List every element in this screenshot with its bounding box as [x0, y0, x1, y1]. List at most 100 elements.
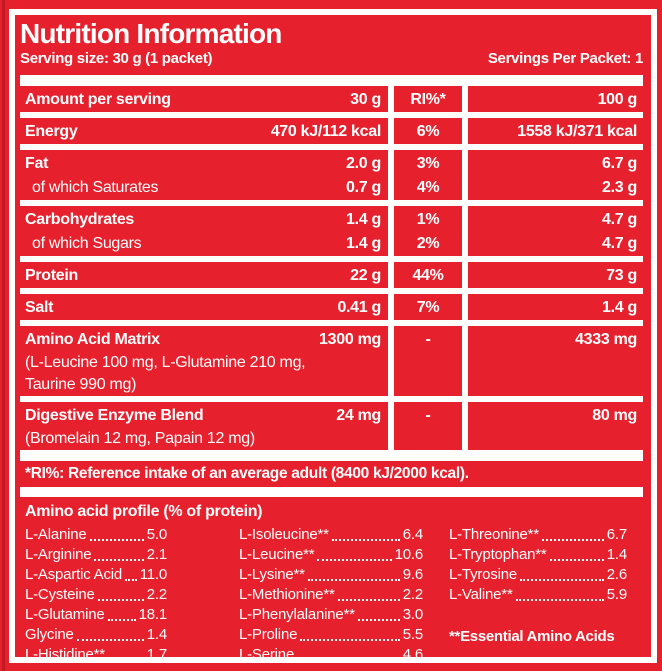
row-100g-value: 2.3 g: [602, 179, 637, 196]
row-ri-empty: [388, 428, 468, 450]
dot-leader: [297, 659, 400, 661]
dot-leader: [541, 539, 604, 541]
amino-item: L-Aspartic Acid 11.0: [25, 566, 167, 583]
amino-profile-title: Amino acid profile (% of protein): [25, 503, 263, 520]
essential-amino-acids-note: **Essential Amino Acids: [449, 628, 615, 645]
table-row-enzyme-blend-note: (Bromelain 12 mg, Papain 12 mg): [20, 428, 643, 450]
table-group-fat: Fat 2.0 g 3% 6.7 g of which Saturates 0.…: [20, 144, 643, 200]
amino-item: L-Tyrosine 2.6: [449, 566, 627, 583]
amino-column-2: L-Isoleucine** 6.4 L-Leucine** 10.6 L-Lysi…: [239, 525, 423, 665]
row-100g-empty: [468, 352, 643, 374]
row-100g-value: 4.7 g: [602, 211, 637, 228]
page-title: Nutrition Information: [20, 18, 282, 49]
table-row-salt: Salt 0.41 g 7% 1.4 g: [20, 294, 643, 320]
table-header-group: Amount per serving 30 g RI%* 100 g: [20, 86, 643, 112]
amino-item: L-Phenylalanine** 3.0: [239, 606, 423, 623]
amino-item: L-Glutamine 18.1: [25, 606, 167, 623]
amino-item: L-Tryptophan** 1.4: [449, 546, 627, 563]
row-serving-value: 1300 mg: [319, 331, 381, 348]
serving-info-row: Serving size: 30 g (1 packet) Servings P…: [20, 50, 643, 68]
dot-leader: [107, 619, 136, 621]
divider-bar-below-footnote: [20, 487, 643, 497]
dot-leader: [107, 659, 144, 661]
table-row-enzyme-blend: Digestive Enzyme Blend 24 mg - 80 mg: [20, 402, 643, 428]
table-row-energy: Energy 470 kJ/112 kcal 6% 1558 kJ/371 kc…: [20, 118, 643, 144]
table-group-enzyme-blend: Digestive Enzyme Blend 24 mg - 80 mg (Br…: [20, 396, 643, 450]
amino-column-3: L-Threonine** 6.7 L-Tryptophan** 1.4 L-Tyr…: [449, 525, 627, 665]
divider-bar-top: [20, 75, 643, 86]
divider-bar-above-footnote: [20, 450, 643, 461]
table-row-amino-matrix: Amino Acid Matrix 1300 mg - 4333 mg: [20, 326, 643, 352]
table-row-sugars: of which Sugars 1.4 g 2% 4.7 g: [20, 232, 643, 256]
amino-item: L-Cysteine 2.2: [25, 586, 167, 603]
table-row-protein: Protein 22 g 44% 73 g: [20, 262, 643, 288]
row-label: Fat: [25, 155, 49, 172]
table-group-energy: Energy 470 kJ/112 kcal 6% 1558 kJ/371 kc…: [20, 112, 643, 144]
dot-leader: [515, 599, 604, 601]
table-row-amino-matrix-note1: (L-Leucine 100 mg, L-Glutamine 210 mg,: [20, 352, 643, 374]
row-ri-value: 7%: [388, 294, 468, 320]
row-ri-value: 44%: [388, 262, 468, 288]
dot-leader: [89, 539, 144, 541]
row-ri-empty: [388, 374, 468, 396]
amino-item: L-Leucine** 10.6: [239, 546, 423, 563]
row-ri-value: 6%: [388, 118, 468, 144]
row-ri-value: 4%: [388, 176, 468, 200]
row-100g-empty: [468, 428, 643, 450]
row-100g-value: 4333 mg: [575, 331, 637, 348]
dot-leader: [76, 639, 144, 641]
table-row-amino-matrix-note2: Taurine 990 mg): [20, 374, 643, 396]
row-ri-value: 3%: [388, 150, 468, 176]
dot-leader: [94, 559, 144, 561]
table-row-carbohydrates: Carbohydrates 1.4 g 1% 4.7 g: [20, 206, 643, 232]
table-group-carbohydrates: Carbohydrates 1.4 g 1% 4.7 g of which Su…: [20, 200, 643, 256]
amino-item: L-Isoleucine** 6.4: [239, 526, 423, 543]
row-serving-value: 0.7 g: [346, 179, 381, 196]
amino-item: L-Histidine** 1.7: [25, 646, 167, 663]
row-label: Carbohydrates: [25, 211, 135, 228]
table-row-fat: Fat 2.0 g 3% 6.7 g: [20, 150, 643, 176]
dot-leader: [337, 599, 400, 601]
table-group-salt: Salt 0.41 g 7% 1.4 g: [20, 288, 643, 320]
row-serving-value: 470 kJ/112 kcal: [270, 123, 382, 140]
ri-footnote: *RI%: Reference intake of an average adu…: [25, 465, 469, 482]
row-serving-value: 24 mg: [336, 407, 381, 424]
serving-size-text: Serving size: 30 g (1 packet): [20, 50, 213, 67]
amino-item: L-Valine** 5.9: [449, 586, 627, 603]
amino-item: Glycine 1.4: [25, 626, 167, 643]
amino-item: L-Methionine** 2.2: [239, 586, 423, 603]
row-label: Amino Acid Matrix: [25, 331, 160, 348]
row-serving-value: 0.41 g: [337, 299, 381, 316]
dot-leader: [125, 579, 137, 581]
table-group-protein: Protein 22 g 44% 73 g: [20, 256, 643, 288]
row-label: of which Saturates: [32, 179, 159, 196]
amino-item: L-Lysine** 9.6: [239, 566, 423, 583]
amino-item: L-Arginine 2.1: [25, 546, 167, 563]
row-serving-value: 22 g: [350, 267, 381, 284]
table-row-saturates: of which Saturates 0.7 g 4% 2.3 g: [20, 176, 643, 200]
col-header-amount: Amount per serving: [25, 91, 171, 108]
row-label: Digestive Enzyme Blend: [25, 407, 204, 424]
row-note-text: Taurine 990 mg): [25, 376, 137, 393]
row-note-text: (Bromelain 12 mg, Papain 12 mg): [25, 430, 255, 447]
row-label: Energy: [25, 123, 78, 140]
amino-item: L-Alanine 5.0: [25, 526, 167, 543]
amino-item: L-Serine 4.6: [239, 646, 423, 663]
row-ri-value: 1%: [388, 206, 468, 232]
amino-item: L-Proline 5.5: [239, 626, 423, 643]
row-100g-value: 6.7 g: [602, 155, 637, 172]
row-100g-value: 80 mg: [592, 407, 637, 424]
col-header-ri: RI%*: [388, 86, 468, 112]
row-serving-value: 2.0 g: [346, 155, 381, 172]
nutrition-table: Amount per serving 30 g RI%* 100 g Energ…: [20, 86, 643, 450]
dot-leader: [97, 599, 144, 601]
row-ri-value: -: [388, 402, 468, 428]
dot-leader: [300, 639, 400, 641]
dot-leader: [317, 559, 392, 561]
amino-acid-profile-section: Amino acid profile (% of protein) L-Alan…: [20, 497, 643, 665]
table-group-amino-matrix: Amino Acid Matrix 1300 mg - 4333 mg (L-L…: [20, 320, 643, 396]
col-header-serving: 30 g: [350, 91, 381, 108]
col-header-100g: 100 g: [597, 91, 638, 108]
dot-leader: [357, 619, 400, 621]
